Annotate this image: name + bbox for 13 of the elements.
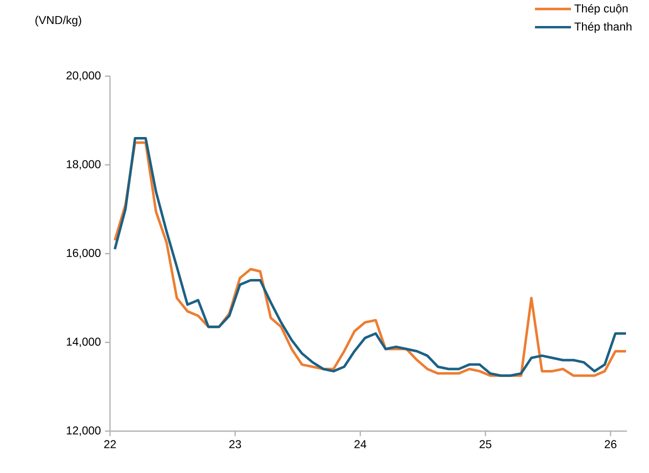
legend-label: Thép cuộn [574, 4, 628, 15]
x-tick-label: 22 [104, 440, 116, 448]
y-tick-label: 12,000 [66, 426, 101, 436]
y-tick-label: 14,000 [66, 338, 101, 348]
x-tick-label: 25 [480, 440, 492, 448]
y-tick-label: 18,000 [66, 160, 101, 170]
x-tick-label: 23 [229, 440, 241, 448]
legend-label: Thép thanh [574, 22, 632, 33]
y-axis-title: (VND/kg) [35, 16, 82, 26]
x-tick-label: 24 [354, 440, 366, 448]
y-tick-label: 20,000 [66, 71, 101, 81]
x-tick-label: 26 [604, 440, 616, 448]
y-tick-label: 16,000 [66, 248, 101, 258]
